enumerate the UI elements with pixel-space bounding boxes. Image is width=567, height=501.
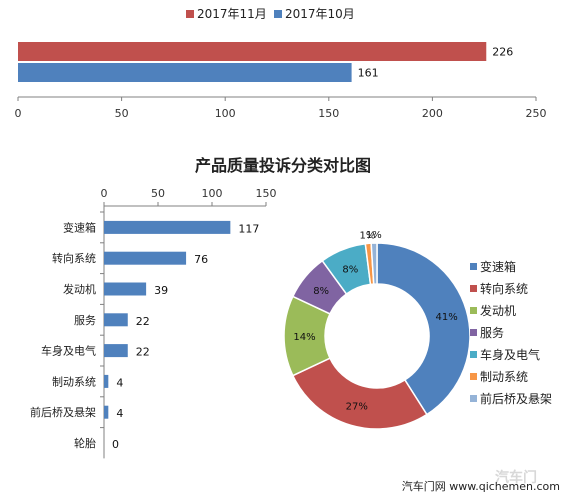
top-legend-label: 2017年11月: [197, 7, 267, 21]
category-label: 转向系统: [52, 251, 96, 265]
donut-chart: 41% 27% 14% 8% 8% 1%1% 变速箱转向系统发动机服务车身及电气制动系统前…: [283, 230, 552, 430]
donut-legend-label: 转向系统: [480, 281, 528, 296]
category-bar-value: 4: [116, 407, 123, 420]
category-label: 服务: [74, 314, 96, 327]
category-label: 变速箱: [63, 220, 96, 234]
category-bar: [104, 313, 128, 327]
top-bar-nov: [18, 42, 487, 61]
top-bar-chart: 2017年11月 2017年10月 226 161 0 50 100 150 200 250: [15, 7, 547, 120]
top-bar-value: 161: [358, 67, 379, 80]
top-bar-oct: [18, 63, 352, 82]
top-axis-tick-label: 250: [526, 107, 547, 120]
category-label: 轮胎: [74, 436, 96, 450]
category-axis-tick-label: 150: [256, 187, 277, 200]
category-bar: [104, 220, 231, 234]
donut-legend-label: 制动系统: [480, 370, 528, 384]
donut-legend-label: 前后桥及悬架: [480, 391, 552, 406]
category-bar-value: 4: [116, 376, 123, 389]
donut-legend-swatch: [470, 351, 477, 358]
category-bar: [104, 405, 109, 419]
category-bar: [104, 251, 187, 265]
donut-slice-label: 27%: [346, 402, 368, 413]
category-bar: [104, 282, 147, 296]
category-bar-chart: 0 50 100 150 变速箱 117 转向系统 76 发动机 39 服务 22 车身及电气 22 制动…: [30, 187, 277, 459]
top-bars: 226 161: [18, 42, 513, 82]
donut-slice-label: 1%: [359, 230, 375, 241]
donut-legend-label: 服务: [480, 325, 504, 340]
donut-slice-label: 8%: [342, 265, 358, 276]
category-bar-value: 22: [136, 346, 150, 359]
donut-slice: [376, 242, 471, 416]
watermark-logo: 汽车门: [495, 469, 537, 486]
top-legend-swatch: [274, 10, 282, 18]
donut-slice-label: 1%: [366, 230, 382, 241]
donut-legend-swatch: [470, 307, 477, 314]
category-label: 制动系统: [52, 375, 96, 388]
donut-legend-label: 变速箱: [480, 259, 516, 274]
donut-legend-swatch: [470, 263, 477, 270]
donut-slice-label: 14%: [293, 332, 315, 343]
category-bar-value: 0: [112, 438, 119, 451]
chart-title: 产品质量投诉分类对比图: [195, 156, 371, 175]
category-bars: 变速箱 117 转向系统 76 发动机 39 服务 22 车身及电气 22 制动系统 4 前后桥及悬架 4…: [30, 211, 259, 451]
category-bar: [104, 374, 109, 388]
category-bar-value: 76: [194, 253, 208, 266]
category-axis-tick-label: 50: [151, 187, 165, 200]
category-axis-tick-label: 100: [202, 187, 223, 200]
top-axis-tick-label: 50: [115, 107, 129, 120]
category-label: 发动机: [63, 282, 96, 296]
donut-slice-label: 41%: [436, 312, 458, 323]
top-axis-tick-label: 150: [318, 107, 339, 120]
top-axis-tick-label: 100: [215, 107, 236, 120]
donut-legend-swatch: [470, 329, 477, 336]
category-bar-value: 117: [238, 222, 259, 235]
top-legend-swatch: [186, 10, 194, 18]
top-legend-label: 2017年10月: [285, 7, 355, 21]
top-bar-value: 226: [492, 46, 513, 59]
category-label: 前后桥及悬架: [30, 405, 96, 419]
donut-slice: [291, 357, 428, 430]
category-axis-tick-label: 0: [101, 187, 108, 200]
donut-slice: [370, 242, 378, 285]
watermark: 汽车门 汽车门网 www.qichemen.com: [402, 469, 560, 493]
top-x-axis: 0 50 100 150 200 250: [15, 96, 547, 120]
donut-legend-label: 发动机: [480, 303, 516, 318]
donut-legend-swatch: [470, 395, 477, 402]
category-bar-value: 22: [136, 315, 150, 328]
donut-slices: 41% 27% 14% 8% 8% 1%1%: [283, 230, 471, 430]
category-label: 车身及电气: [41, 344, 96, 358]
category-bar: [104, 344, 128, 358]
donut-legend-swatch: [470, 285, 477, 292]
top-axis-tick-label: 0: [15, 107, 22, 120]
donut-slice-label: 8%: [313, 286, 329, 297]
watermark-text: 汽车门网 www.qichemen.com: [402, 479, 560, 493]
top-axis-tick-label: 200: [422, 107, 443, 120]
top-legend: 2017年11月 2017年10月: [186, 7, 355, 21]
donut-legend-swatch: [470, 373, 477, 380]
donut-legend-label: 车身及电气: [480, 347, 540, 362]
category-bar-value: 39: [154, 284, 168, 297]
